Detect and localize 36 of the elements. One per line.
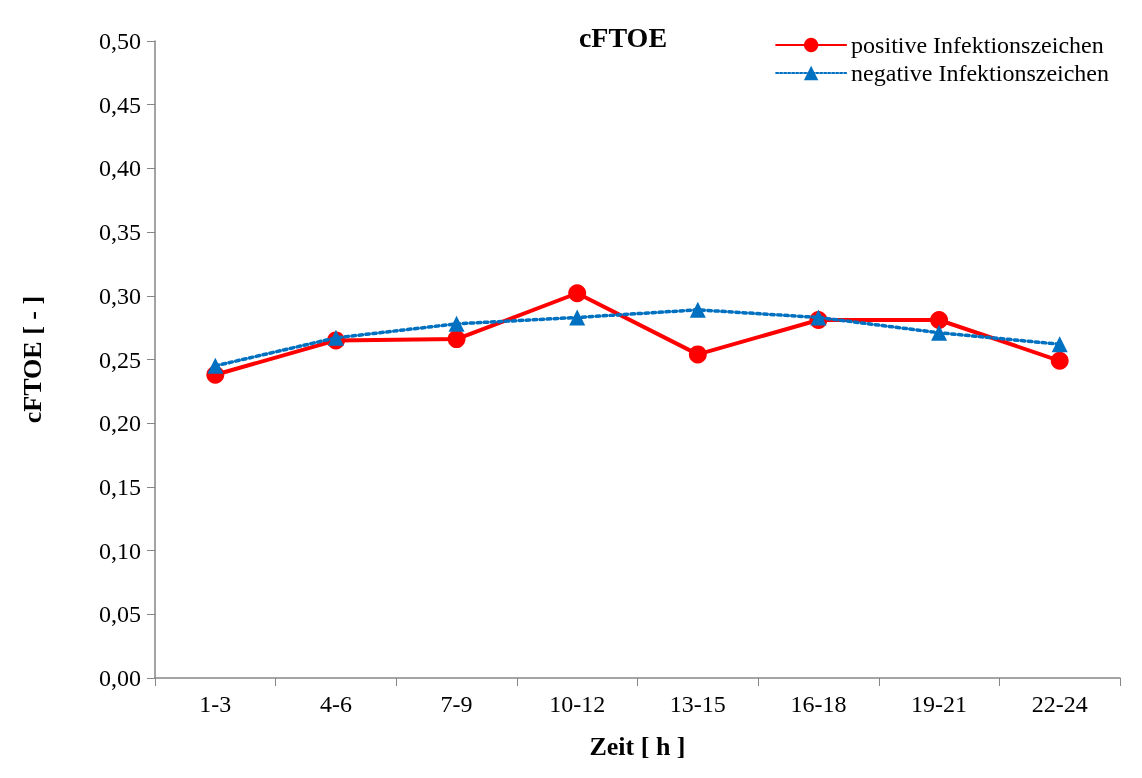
- point: [447, 330, 466, 349]
- point: [1050, 351, 1069, 370]
- y-tick-label: 0,20: [99, 410, 141, 437]
- point: [931, 324, 948, 341]
- y-tick-label: 0,35: [99, 219, 141, 246]
- y-tick-label: 0,40: [99, 155, 141, 182]
- x-tick-label: 16-18: [790, 691, 847, 717]
- y-tick-label: 0,00: [99, 665, 141, 691]
- x-axis-title: Zeit [ h ]: [589, 731, 686, 761]
- x-tick-label: 22-24: [1031, 691, 1088, 717]
- x-tick-label: 4-6: [319, 691, 352, 717]
- point: [327, 329, 344, 346]
- y-tick-label: 0,50: [99, 28, 141, 54]
- x-tick-label: 19-21: [911, 691, 968, 717]
- x-tick-label: 13-15: [669, 691, 726, 717]
- point: [1051, 336, 1068, 353]
- point: [689, 301, 706, 318]
- legend-label: negative Infektionszeichen: [851, 60, 1110, 86]
- x-tick-label: 7-9: [440, 691, 473, 717]
- point: [448, 315, 465, 332]
- point: [569, 309, 586, 326]
- y-tick-label: 0,15: [99, 473, 141, 500]
- point: [568, 284, 587, 303]
- point: [207, 357, 224, 374]
- x-tick-label: 1-3: [199, 691, 232, 717]
- y-tick-label: 0,30: [99, 282, 141, 309]
- y-tick-label: 0,05: [99, 601, 141, 628]
- y-tick-label: 0,45: [99, 91, 141, 118]
- y-tick-label: 0,25: [99, 346, 141, 373]
- x-tick-label: 10-12: [549, 691, 606, 717]
- y-tick-label: 0,10: [99, 537, 141, 564]
- chart-title: cFTOE: [578, 21, 668, 53]
- point: [930, 311, 949, 329]
- y-axis-title: cFTOE [ - ]: [17, 295, 47, 424]
- point: [688, 345, 707, 364]
- legend-label: positive Infektionszeichen: [851, 32, 1104, 58]
